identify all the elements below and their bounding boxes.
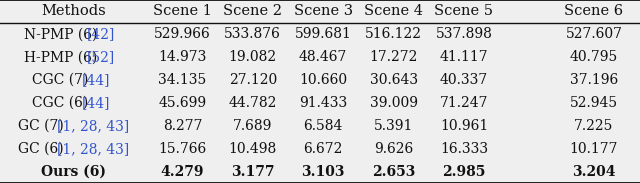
Text: Scene 6: Scene 6 [564,4,623,18]
Text: 91.433: 91.433 [299,96,348,110]
Text: Scene 2: Scene 2 [223,4,282,18]
Text: Scene 4: Scene 4 [364,4,423,18]
Text: 5.391: 5.391 [374,119,413,133]
Text: [52]: [52] [87,50,115,64]
Text: H-PMP (6): H-PMP (6) [24,50,101,64]
Text: 40.795: 40.795 [570,50,618,64]
Text: 19.082: 19.082 [228,50,277,64]
Text: [1, 28, 43]: [1, 28, 43] [57,142,129,156]
Text: N-PMP (6): N-PMP (6) [24,27,102,41]
Text: 3.103: 3.103 [301,165,345,179]
Text: 4.279: 4.279 [161,165,204,179]
Text: 44.782: 44.782 [228,96,277,110]
Text: 533.876: 533.876 [225,27,281,41]
Text: 14.973: 14.973 [158,50,207,64]
Text: 529.966: 529.966 [154,27,211,41]
Text: 48.467: 48.467 [299,50,348,64]
Text: 41.117: 41.117 [440,50,488,64]
Text: 9.626: 9.626 [374,142,413,156]
Text: 16.333: 16.333 [440,142,488,156]
Text: GC (7): GC (7) [19,119,68,133]
Text: 10.961: 10.961 [440,119,488,133]
Text: 10.177: 10.177 [570,142,618,156]
Text: 8.277: 8.277 [163,119,202,133]
Text: 7.225: 7.225 [574,119,614,133]
Text: 15.766: 15.766 [158,142,207,156]
Text: 52.945: 52.945 [570,96,618,110]
Text: 17.272: 17.272 [369,50,418,64]
Text: 27.120: 27.120 [228,73,277,87]
Text: Methods: Methods [41,4,106,18]
Text: 7.689: 7.689 [233,119,273,133]
Text: 599.681: 599.681 [295,27,351,41]
Text: 3.204: 3.204 [572,165,616,179]
Text: Scene 5: Scene 5 [435,4,493,18]
Text: 516.122: 516.122 [365,27,422,41]
Text: 45.699: 45.699 [158,96,207,110]
Text: 3.177: 3.177 [231,165,275,179]
Text: 40.337: 40.337 [440,73,488,87]
Text: 6.584: 6.584 [303,119,343,133]
Text: [44]: [44] [81,96,110,110]
Text: 2.653: 2.653 [372,165,415,179]
Text: CGC (7): CGC (7) [32,73,93,87]
Text: Scene 3: Scene 3 [294,4,353,18]
Text: 10.498: 10.498 [228,142,277,156]
Text: 527.607: 527.607 [565,27,623,41]
Text: 2.985: 2.985 [442,165,486,179]
Text: 37.196: 37.196 [570,73,618,87]
Text: 10.660: 10.660 [299,73,348,87]
Text: Scene 1: Scene 1 [153,4,212,18]
Text: 39.009: 39.009 [370,96,418,110]
Text: GC (6): GC (6) [19,142,68,156]
Text: [42]: [42] [87,27,115,41]
Text: 71.247: 71.247 [440,96,488,110]
Text: [1, 28, 43]: [1, 28, 43] [57,119,129,133]
Text: 30.643: 30.643 [369,73,418,87]
Text: CGC (6): CGC (6) [32,96,93,110]
Text: 6.672: 6.672 [303,142,343,156]
Text: [44]: [44] [81,73,110,87]
Text: Ours (6): Ours (6) [41,165,106,179]
Text: 34.135: 34.135 [158,73,207,87]
Text: 537.898: 537.898 [436,27,492,41]
